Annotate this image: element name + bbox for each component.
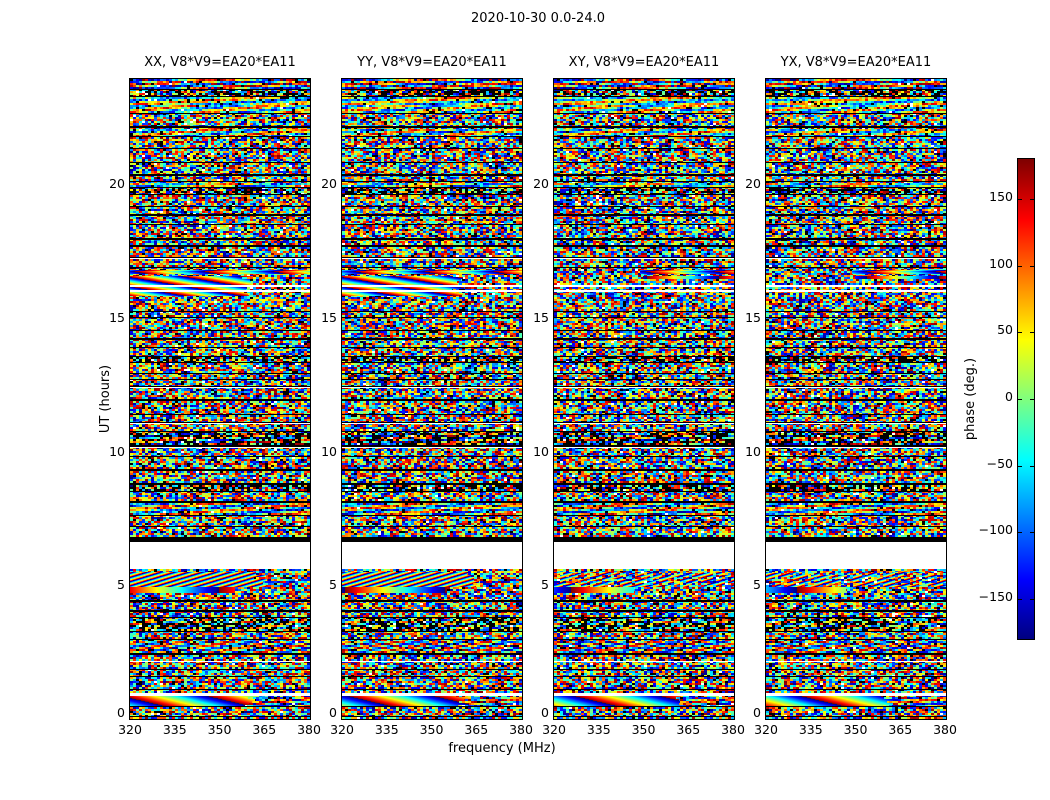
- x-tick-label: 350: [843, 722, 868, 737]
- y-tick-label: 20: [533, 176, 549, 192]
- x-tick-label: 335: [798, 722, 823, 737]
- y-tick-label: 5: [117, 577, 125, 593]
- y-tick-label: 0: [541, 705, 549, 720]
- x-tick-label: 380: [721, 722, 745, 737]
- x-tick-label: 320: [542, 722, 566, 737]
- x-tick-label: 335: [374, 722, 399, 737]
- panel-title-xy: XY, V8*V9=EA20*EA11: [568, 55, 720, 70]
- y-tick-label: 15: [321, 309, 337, 325]
- x-tick-label: 380: [933, 722, 957, 737]
- panel-heatmap-yx: [766, 79, 946, 719]
- x-tick-label: 320: [118, 722, 142, 737]
- y-tick-label: 0: [329, 705, 337, 720]
- colorbar-tick-label: 100: [989, 256, 1013, 271]
- y-tick-label: 5: [329, 577, 337, 593]
- colorbar-tick-label: 0: [1005, 389, 1013, 404]
- panel-title-xx: XX, V8*V9=EA20*EA11: [144, 55, 296, 70]
- x-tick-label: 365: [888, 722, 913, 737]
- y-tick-label: 5: [753, 577, 761, 593]
- colorbar: [1017, 158, 1035, 640]
- panel-title-yy: YY, V8*V9=EA20*EA11: [357, 55, 507, 70]
- y-tick-label: 15: [745, 309, 761, 325]
- figure-title: 2020-10-30 0.0-24.0: [471, 11, 605, 26]
- y-tick-label: 10: [109, 443, 125, 459]
- colorbar-tick-label: 50: [997, 322, 1013, 337]
- panel-heatmap-yy: [342, 79, 522, 719]
- x-tick-label: 350: [419, 722, 444, 737]
- y-tick-label: 10: [321, 443, 337, 459]
- x-tick-label: 365: [252, 722, 277, 737]
- y-tick-label: 0: [753, 705, 761, 720]
- x-tick-label: 350: [631, 722, 656, 737]
- y-tick-label: 15: [533, 309, 549, 325]
- y-tick-label: 20: [321, 176, 337, 192]
- y-tick-label: 0: [117, 705, 125, 720]
- y-tick-label: 20: [745, 176, 761, 192]
- panel-xy: [553, 78, 735, 720]
- colorbar-tick-label: −100: [978, 522, 1013, 537]
- y-tick-label: 10: [533, 443, 549, 459]
- x-tick-label: 335: [586, 722, 611, 737]
- colorbar-tick-label: −50: [986, 456, 1013, 471]
- colorbar-gradient: [1018, 159, 1034, 639]
- x-tick-label: 320: [330, 722, 354, 737]
- x-tick-label: 380: [297, 722, 321, 737]
- colorbar-tick-label: 150: [989, 189, 1013, 204]
- x-tick-label: 335: [162, 722, 187, 737]
- y-tick-label: 20: [109, 176, 125, 192]
- y-tick-label: 10: [745, 443, 761, 459]
- panel-xx: [129, 78, 311, 720]
- x-axis-label: frequency (MHz): [448, 741, 556, 756]
- x-tick-label: 380: [509, 722, 533, 737]
- panel-heatmap-xx: [130, 79, 310, 719]
- panel-title-yx: YX, V8*V9=EA20*EA11: [780, 55, 932, 70]
- panel-yx: [765, 78, 947, 720]
- colorbar-tick-label: −150: [978, 589, 1013, 604]
- x-tick-label: 365: [464, 722, 489, 737]
- panel-yy: [341, 78, 523, 720]
- x-tick-label: 350: [207, 722, 232, 737]
- x-tick-label: 320: [754, 722, 778, 737]
- panel-heatmap-xy: [554, 79, 734, 719]
- y-tick-label: 15: [109, 309, 125, 325]
- y-tick-label: 5: [541, 577, 549, 593]
- x-tick-label: 365: [676, 722, 701, 737]
